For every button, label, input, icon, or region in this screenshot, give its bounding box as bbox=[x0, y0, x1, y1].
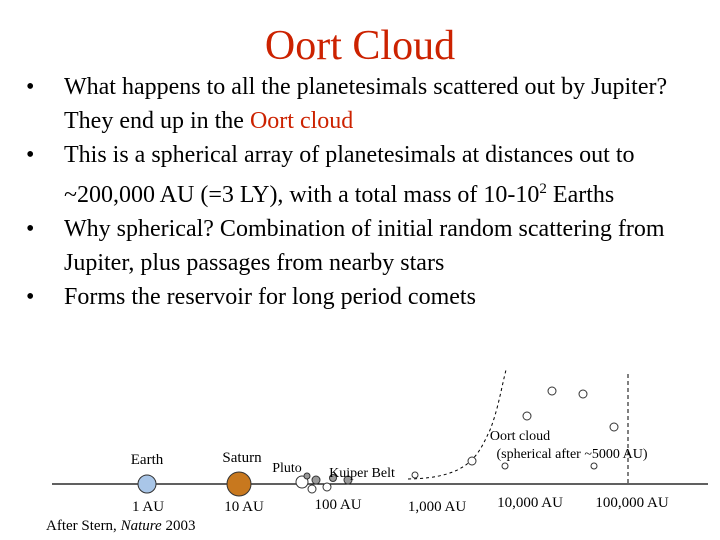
kuiper-object bbox=[411, 471, 419, 479]
kuiper-object bbox=[307, 484, 317, 494]
oort-cloud-highlight: Oort cloud bbox=[249, 108, 354, 134]
kuiper-object bbox=[303, 472, 311, 480]
pluto-body bbox=[295, 475, 309, 489]
tick-label: 10,000 AU bbox=[497, 495, 563, 511]
saturn-label: Saturn bbox=[222, 450, 262, 466]
oort-object bbox=[609, 422, 619, 432]
bullet-marker: • bbox=[26, 74, 35, 100]
oort-object bbox=[522, 411, 532, 421]
earth-label: Earth bbox=[131, 452, 164, 468]
bullet-text: This is a spherical array of planetesima… bbox=[64, 142, 635, 208]
kuiper-object bbox=[322, 482, 332, 492]
oort-object bbox=[578, 389, 588, 399]
bullet-text: What happens to all the planetesimals sc… bbox=[64, 74, 668, 134]
pluto-label: Pluto bbox=[272, 461, 302, 476]
slide-title: Oort Cloud bbox=[264, 23, 456, 69]
earth-body bbox=[137, 474, 157, 494]
tick-label: 1 AU bbox=[132, 499, 164, 515]
oort-object bbox=[547, 386, 557, 396]
exponent: 2 bbox=[539, 181, 547, 197]
bullet-text: Forms the reservoir for long period come… bbox=[64, 284, 476, 310]
oort-object bbox=[501, 462, 509, 470]
oort-object bbox=[590, 462, 598, 470]
tick-label: 100,000 AU bbox=[595, 495, 669, 511]
oort-cloud-label: Oort cloud bbox=[490, 429, 550, 444]
kuiper-object bbox=[311, 475, 321, 485]
tick-label: 10 AU bbox=[224, 499, 264, 515]
bullet-marker: • bbox=[26, 284, 35, 310]
tick-label: 1,000 AU bbox=[408, 499, 467, 515]
kuiper-object bbox=[343, 475, 353, 485]
bullet-text: Why spherical? Combination of initial ra… bbox=[64, 216, 665, 276]
bullet-text-tail: Earths bbox=[546, 182, 615, 208]
bullet-list: • What happens to all the planetesimals s… bbox=[20, 70, 710, 314]
tick-label: 100 AU bbox=[314, 497, 361, 513]
bullet-item: • What happens to all the planetesimals s… bbox=[20, 70, 710, 138]
kuiper-object bbox=[329, 474, 337, 482]
source-credit: After Stern, Nature 2003 bbox=[46, 518, 195, 534]
kuiper-belt-label: Kuiper Belt bbox=[329, 466, 395, 481]
oort-object bbox=[467, 456, 477, 466]
bullet-item: • This is a spherical array of planetesim… bbox=[20, 138, 710, 212]
oort-boundary-curve bbox=[407, 369, 507, 480]
bullet-marker: • bbox=[26, 216, 35, 242]
saturn-body bbox=[226, 471, 252, 497]
credit-journal: Nature bbox=[120, 518, 162, 534]
bullet-marker: • bbox=[26, 142, 35, 168]
bullet-item: • Why spherical? Combination of initial r… bbox=[20, 212, 710, 280]
bullet-item: • Forms the reservoir for long period com… bbox=[20, 280, 710, 314]
oort-cloud-sublabel: (spherical after ~5000 AU) bbox=[496, 447, 647, 462]
credit-year: 2003 bbox=[162, 518, 196, 534]
credit-prefix: After Stern, bbox=[46, 518, 121, 534]
